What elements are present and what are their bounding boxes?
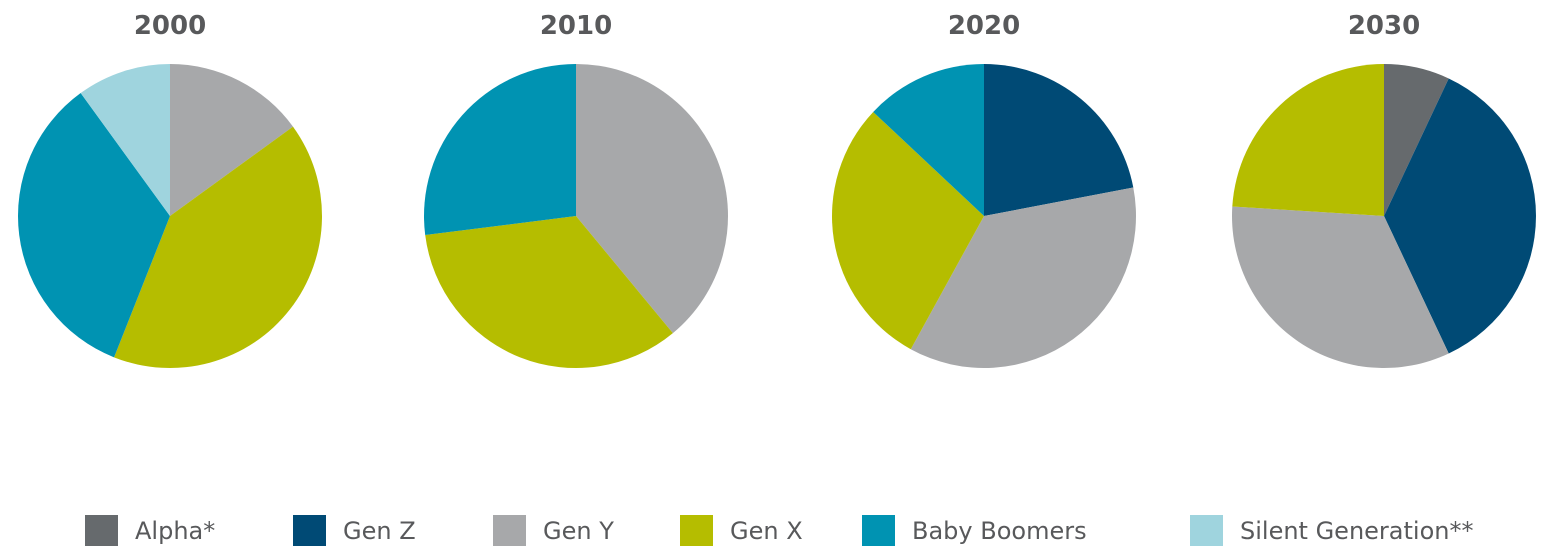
pie-slice bbox=[1232, 206, 1449, 369]
pie-slice bbox=[1384, 78, 1537, 354]
legend-swatch bbox=[293, 515, 326, 546]
legend-label: Baby Boomers bbox=[912, 517, 1087, 545]
pie-slice bbox=[425, 216, 673, 368]
pie-slice bbox=[832, 111, 984, 350]
pie-slice bbox=[80, 64, 170, 216]
chart-title: 2030 bbox=[1348, 11, 1420, 41]
pie-slice bbox=[170, 64, 293, 216]
pie-slice bbox=[17, 93, 171, 358]
legend-label: Alpha* bbox=[135, 517, 215, 545]
pie-slice bbox=[1384, 64, 1449, 216]
pie-slice bbox=[1232, 64, 1384, 216]
legend-label: Silent Generation** bbox=[1240, 517, 1473, 545]
legend-label: Gen Y bbox=[543, 517, 614, 545]
chart-title: 2010 bbox=[540, 11, 612, 41]
legend-swatch bbox=[1190, 515, 1223, 546]
pie-slice bbox=[576, 64, 728, 334]
pie-slice bbox=[910, 187, 1136, 368]
legend-label: Gen X bbox=[730, 517, 803, 545]
legend-swatch bbox=[493, 515, 526, 546]
pie-slice bbox=[424, 64, 576, 236]
legend-label: Gen Z bbox=[343, 517, 416, 545]
legend-swatch bbox=[85, 515, 118, 546]
chart-title: 2000 bbox=[134, 11, 206, 41]
chart-title: 2020 bbox=[948, 11, 1020, 41]
pie-slice bbox=[114, 126, 322, 369]
legend-swatch bbox=[680, 515, 713, 546]
pie-slice bbox=[984, 64, 1134, 216]
pie-slice bbox=[873, 64, 984, 216]
legend-swatch bbox=[862, 515, 895, 546]
